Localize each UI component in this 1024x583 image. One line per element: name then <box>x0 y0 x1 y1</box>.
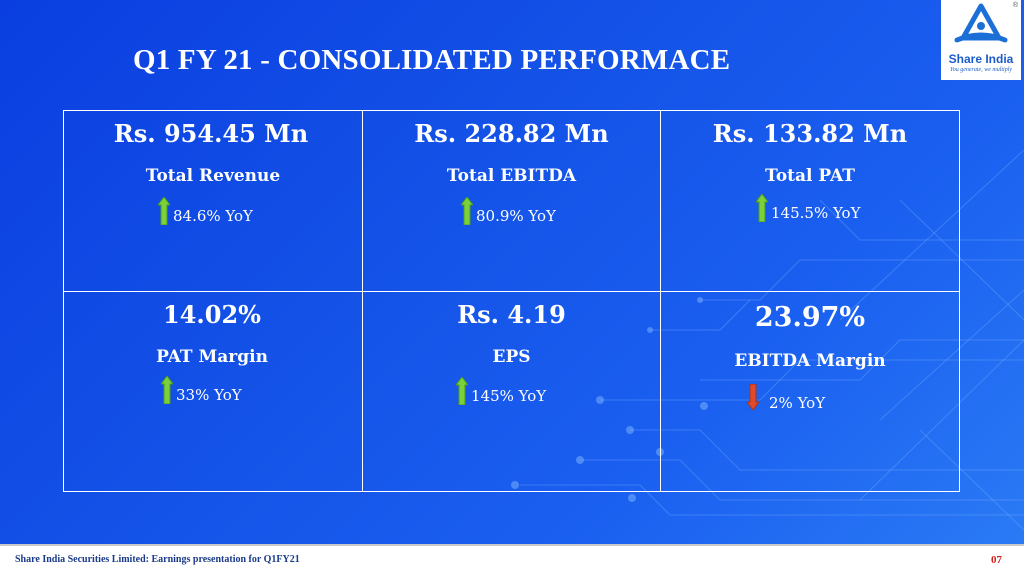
metric-label: EPS <box>492 347 531 367</box>
up-arrow-icon <box>461 197 473 225</box>
metric-value: Rs. 228.82 Mn <box>414 119 609 148</box>
metric-yoy: 2% YoY <box>747 384 825 412</box>
metric-yoy: 145% YoY <box>456 377 546 405</box>
metric-value: 14.02% <box>163 300 261 329</box>
metric-label: PAT Margin <box>156 347 268 367</box>
metric-value: Rs. 133.82 Mn <box>712 119 908 148</box>
metric-total-pat: Rs. 133.82 Mn Total PAT 145.5% YoY <box>661 111 959 292</box>
circuit-background-decoration <box>511 149 1024 531</box>
metric-ebitda-margin: 23.97% EBITDA Margin 2% YoY <box>661 292 959 491</box>
slide: Q1 FY 21 - CONSOLIDATED PERFORMACE ® Sha… <box>0 0 1024 544</box>
metric-value: Rs. 954.45 Mn <box>113 119 309 148</box>
up-arrow-icon <box>456 377 468 405</box>
metric-yoy: 80.9% YoY <box>461 197 556 225</box>
metrics-grid: Rs. 954.45 Mn Total Revenue 84.6% YoY Rs… <box>63 110 960 492</box>
metric-label: Total Revenue <box>145 166 281 186</box>
footer-divider <box>0 544 1024 546</box>
metric-yoy: 33% YoY <box>161 376 242 404</box>
metric-label: Total EBITDA <box>446 166 577 186</box>
page-number: 07 <box>991 554 1002 566</box>
footer-text: Share India Securities Limited: Earnings… <box>15 554 300 565</box>
metric-yoy: 145.5% YoY <box>756 194 861 222</box>
share-india-logo: ® Share India You generate, we multiply <box>941 0 1021 80</box>
metric-yoy-text: 80.9% YoY <box>476 207 556 225</box>
metric-yoy-text: 145.5% YoY <box>771 204 861 222</box>
page-title: Q1 FY 21 - CONSOLIDATED PERFORMACE <box>133 44 731 76</box>
metric-value: 23.97% <box>754 302 866 333</box>
metric-yoy-text: 33% YoY <box>176 386 242 404</box>
logo-tagline: You generate, we multiply <box>949 67 1013 73</box>
metric-value: Rs. 4.19 <box>457 300 566 329</box>
metric-yoy-text: 84.6% YoY <box>173 207 253 225</box>
logo-emblem-icon <box>954 3 1008 43</box>
metric-yoy: 84.6% YoY <box>158 197 253 225</box>
metric-yoy-text: 2% YoY <box>769 394 826 412</box>
metric-label: EBITDA Margin <box>734 351 886 371</box>
registered-mark: ® <box>1012 2 1018 9</box>
metric-label: Total PAT <box>765 166 855 186</box>
up-arrow-icon <box>161 376 173 404</box>
metric-pat-margin: 14.02% PAT Margin 33% YoY <box>64 292 363 491</box>
logo-name: Share India <box>948 52 1014 66</box>
down-arrow-icon <box>747 384 759 411</box>
metric-yoy-text: 145% YoY <box>471 387 547 405</box>
footer: Share India Securities Limited: Earnings… <box>0 544 1024 583</box>
metric-total-ebitda: Rs. 228.82 Mn Total EBITDA 80.9% YoY <box>363 111 661 292</box>
up-arrow-icon <box>756 194 768 222</box>
metric-total-revenue: Rs. 954.45 Mn Total Revenue 84.6% YoY <box>64 111 363 292</box>
metric-eps: Rs. 4.19 EPS 145% YoY <box>363 292 661 491</box>
up-arrow-icon <box>158 197 170 225</box>
